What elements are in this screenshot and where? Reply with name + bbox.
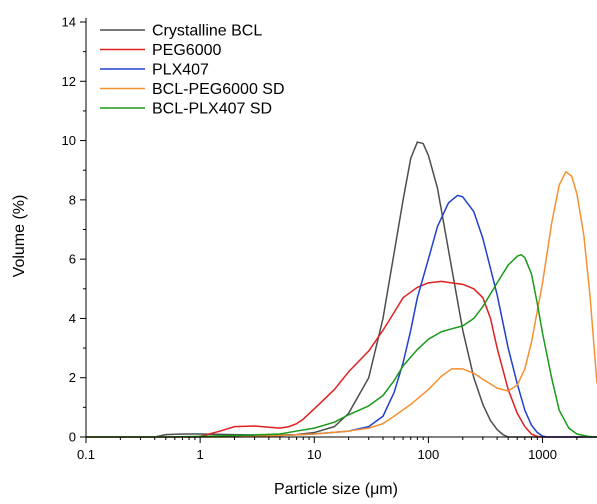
x-tick-label: 0.1 xyxy=(77,447,95,462)
y-tick-label: 10 xyxy=(62,133,76,148)
y-tick-label: 0 xyxy=(69,430,76,445)
y-tick-label: 6 xyxy=(69,252,76,267)
legend-label: Crystalline BCL xyxy=(152,23,262,40)
series-line-3 xyxy=(86,194,597,438)
legend-label: PLX407 xyxy=(152,62,209,79)
legend-label: BCL-PLX407 SD xyxy=(152,101,272,118)
x-tick-label: 10 xyxy=(307,447,321,462)
legend: Crystalline BCL PEG6000 PLX407 BCL-PEG6000 … xyxy=(100,23,285,118)
x-axis-label: Particle size (μm) xyxy=(274,481,398,498)
y-tick-label: 12 xyxy=(62,74,76,89)
axes: 0 2 4 6 8 10 12 14 0.1 1 10 100 1000 xyxy=(62,15,597,462)
y-tick-label: 14 xyxy=(62,15,76,30)
y-tick-label: 4 xyxy=(69,311,76,326)
x-tick-label: 1 xyxy=(197,447,204,462)
y-axis-label: Volume (%) xyxy=(11,195,28,278)
y-tick-label: 8 xyxy=(69,192,76,207)
series-line-1 xyxy=(86,141,597,438)
legend-label: BCL-PEG6000 SD xyxy=(152,81,285,98)
series-line-5 xyxy=(86,253,597,438)
x-tick-label: 100 xyxy=(418,447,440,462)
plot-lines xyxy=(86,141,597,438)
legend-label: PEG6000 xyxy=(152,42,221,59)
series-line-2 xyxy=(86,280,597,438)
series-line-4 xyxy=(86,170,597,438)
y-tick-label: 2 xyxy=(69,370,76,385)
x-tick-label: 1000 xyxy=(528,447,557,462)
